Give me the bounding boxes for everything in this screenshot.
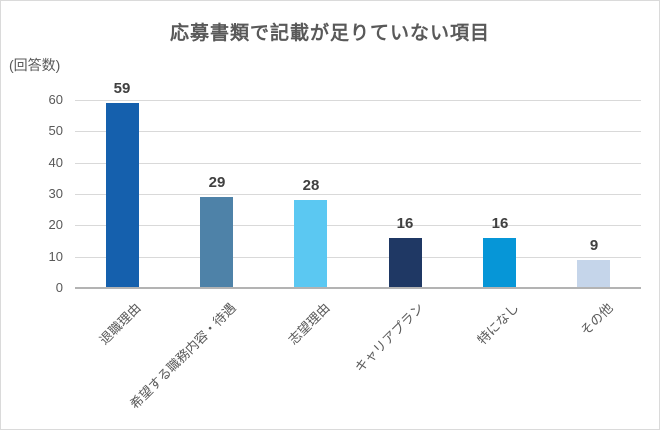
gridline [75,100,641,101]
bar-value-label: 59 [113,80,131,97]
y-tick-label: 60 [48,92,63,107]
x-category-label-text: 希望する職務内容・待遇 [126,300,239,412]
gridline [75,131,641,132]
bar [106,103,139,288]
y-axis-unit-label: (回答数) [9,57,61,73]
y-tick-label: 40 [48,155,63,170]
x-category-label-text: キャリアプラン [351,300,427,376]
bar-value-label: 28 [302,177,320,194]
y-tick-label: 0 [55,280,63,295]
x-category-label-text: 特になし [474,300,522,348]
y-tick-label: 10 [48,249,63,264]
gridline [75,257,641,258]
bar-value-label: 16 [396,215,414,232]
bar-value-label: 16 [491,215,509,232]
bar-value-label: 9 [589,237,599,254]
x-category-label-text: 志望理由 [285,300,333,348]
bar [389,238,422,288]
gridline [75,225,641,226]
y-tick-label: 50 [48,123,63,138]
gridline [75,194,641,195]
bar [294,200,327,288]
y-tick-label: 20 [48,217,63,232]
x-category-label-text: 退職理由 [96,300,144,348]
y-tick-label: 30 [48,186,63,201]
bar [483,238,516,288]
bar-value-label: 29 [208,174,226,191]
x-axis-line [75,287,641,289]
x-category-label-text: その他 [577,300,616,339]
bar [577,260,610,288]
gridline [75,163,641,164]
bar [200,197,233,288]
chart-title: 応募書類で記載が足りていない項目 [169,23,490,44]
